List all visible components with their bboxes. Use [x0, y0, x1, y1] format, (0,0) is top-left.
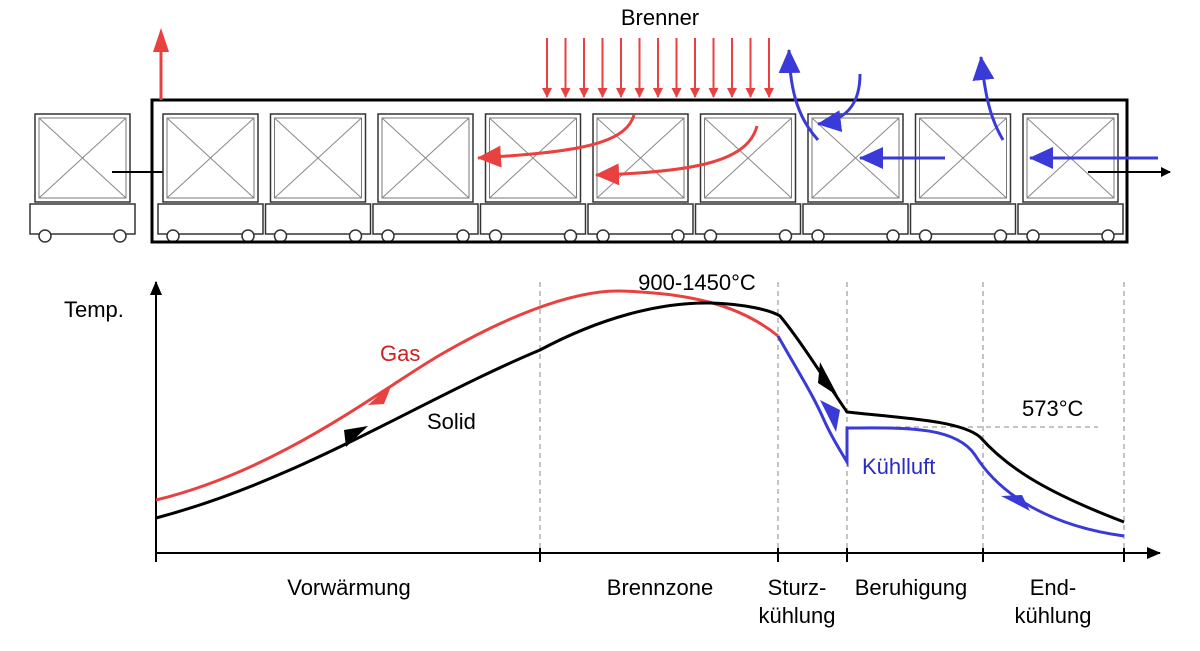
kiln-car-3 [372, 113, 479, 243]
gas-direction-arrow [368, 384, 392, 405]
kiln-car-9 [1017, 113, 1124, 243]
zone-label-final-cooling-1: End- [1030, 575, 1076, 600]
kiln-cars [157, 113, 1124, 243]
curve-direction-arrows [344, 362, 1030, 511]
zone-label-stabilization: Beruhigung [855, 575, 968, 600]
arrow-up-icon [153, 28, 169, 100]
solid-label: Solid [427, 409, 476, 434]
zone-label-rapid-cooling-2: kühlung [758, 603, 835, 628]
cooling-air-label: Kühlluft [862, 454, 935, 479]
zone-label-rapid-cooling-1: Sturz- [768, 575, 827, 600]
kiln-section: Brenner [29, 5, 1171, 244]
zone-label-firing: Brennzone [607, 575, 713, 600]
zone-label-preheating: Vorwärmung [287, 575, 411, 600]
air-direction-arrow-2 [1001, 495, 1030, 511]
kiln-car-1 [157, 113, 264, 243]
kiln-car-2 [264, 113, 372, 243]
air-direction-arrow [820, 400, 840, 432]
kiln-car-outside [29, 113, 136, 243]
kiln-car-4 [479, 113, 587, 243]
gas-flow-arrows [477, 114, 759, 186]
zone-label-final-cooling-2: kühlung [1014, 603, 1091, 628]
y-axis-label: Temp. [64, 297, 124, 322]
temperature-graph: Temp. 900-1450°C 573°C Gas Solid Kühlluf… [64, 270, 1161, 628]
cooling-air-curve [776, 335, 1125, 538]
solid-curve [155, 301, 1125, 524]
kiln-car-7 [802, 113, 909, 243]
gas-label: Gas [380, 341, 420, 366]
kiln-car-6 [694, 113, 802, 243]
quartz-temperature-label: 573°C [1022, 396, 1084, 421]
gas-curve [155, 289, 779, 502]
peak-temperature-label: 900-1450°C [638, 270, 756, 295]
cooling-air-arrows [778, 49, 1158, 169]
kiln-car-5 [587, 113, 694, 243]
solid-direction-arrow-2 [818, 362, 838, 396]
x-axis-ticks [155, 548, 1125, 562]
burner-arrows [542, 38, 774, 98]
solid-direction-arrow [344, 426, 368, 447]
zone-dividers [539, 282, 1125, 562]
burner-label: Brenner [621, 5, 699, 30]
zone-labels: Vorwärmung Brennzone Sturz- kühlung Beru… [287, 575, 1091, 628]
